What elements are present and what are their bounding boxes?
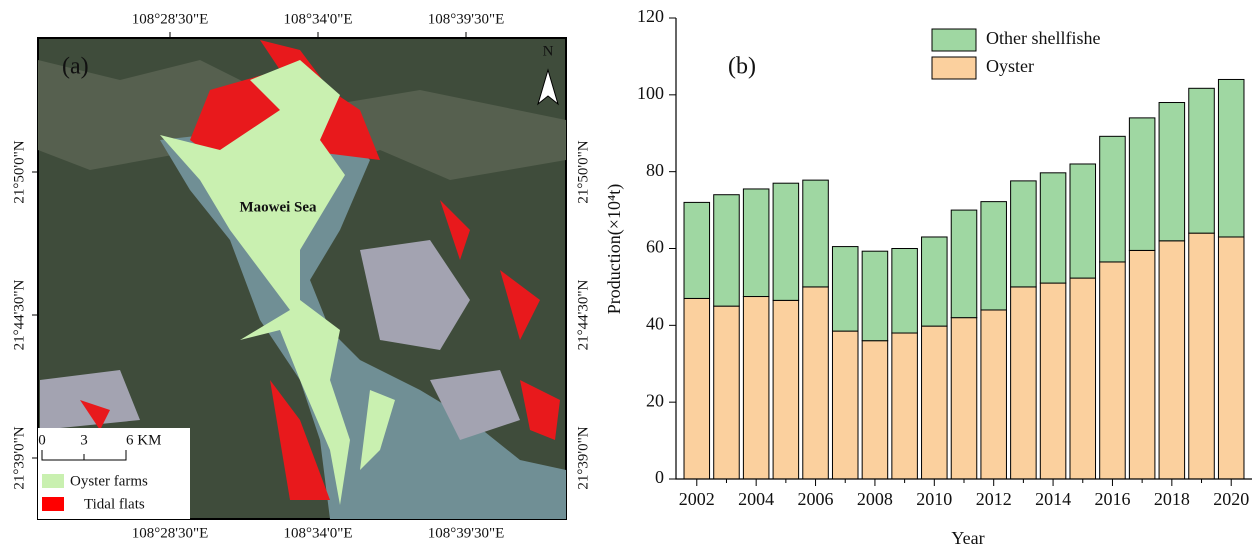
lat-label: 21°39'0"N <box>575 426 591 489</box>
panel-label: (b) <box>728 54 756 80</box>
lat-label: 21°50'0"N <box>11 140 27 203</box>
scale-label: 0 <box>38 432 46 448</box>
bar-segment <box>1040 173 1066 283</box>
bar-segment <box>1100 262 1126 479</box>
bar-segment <box>684 202 710 298</box>
x-tick-label: 2002 <box>679 489 715 509</box>
bar-segment <box>1100 136 1126 262</box>
bar-segment <box>922 237 948 326</box>
bar-segment <box>892 333 918 479</box>
place-label: Maowei Sea <box>239 199 317 215</box>
lon-label: 108°39'30"E <box>428 525 505 541</box>
bar-segment <box>803 287 829 479</box>
bar-segment <box>1040 283 1066 479</box>
legend-swatch <box>932 29 976 51</box>
x-tick-label: 2008 <box>857 489 893 509</box>
bar-segment <box>951 318 977 479</box>
legend-label: Oyster <box>986 56 1034 76</box>
bar-segment <box>773 300 799 479</box>
scale-label: 3 <box>80 432 88 448</box>
bar-segment <box>862 341 888 479</box>
bar-segment <box>832 247 858 332</box>
y-tick-label: 80 <box>646 160 664 180</box>
x-tick-label: 2020 <box>1213 489 1249 509</box>
bar-segment <box>1218 79 1244 237</box>
x-tick-label: 2016 <box>1094 489 1130 509</box>
bar-segment <box>892 249 918 334</box>
chart: (b) Year Production(×10⁴t) 0 20 40 60 80 100 1… <box>604 6 1252 548</box>
bar-segment <box>1129 250 1155 479</box>
legend-label: Tidal flats <box>84 496 145 512</box>
bar-segment <box>1218 237 1244 479</box>
x-tick-label: 2018 <box>1154 489 1190 509</box>
lon-label: 108°34'0"E <box>284 11 353 27</box>
legend-swatch <box>42 474 64 488</box>
bar-segment <box>922 326 948 479</box>
lat-label: 21°44'30"N <box>575 280 591 351</box>
y-tick-label: 120 <box>637 6 664 26</box>
figure: (a) Maowei Sea N 0 3 6 KM Oyster farms T… <box>0 0 1259 549</box>
x-tick-label: 2014 <box>1035 489 1071 509</box>
x-tick-label: 2012 <box>976 489 1012 509</box>
bar-segment <box>832 331 858 479</box>
scale-label: 6 KM <box>126 432 161 448</box>
bar-segment <box>1159 103 1185 241</box>
y-tick-label: 0 <box>655 467 664 487</box>
y-tick-label: 40 <box>646 313 664 333</box>
lat-label: 21°39'0"N <box>11 426 27 489</box>
bar-segment <box>684 298 710 479</box>
y-axis-label: Production(×10⁴t) <box>604 184 625 314</box>
bar-segment <box>714 195 740 306</box>
y-tick-label: 20 <box>646 390 664 410</box>
x-tick-label: 2006 <box>798 489 834 509</box>
legend-swatch <box>42 497 64 511</box>
x-axis-label: Year <box>951 528 984 548</box>
bar-segment <box>1159 241 1185 479</box>
bar-segment <box>1189 233 1215 479</box>
y-tick-label: 100 <box>637 83 664 103</box>
bar-segment <box>1070 164 1096 278</box>
x-tick-label: 2010 <box>916 489 952 509</box>
bar-segment <box>1070 278 1096 479</box>
legend-swatch <box>932 57 976 79</box>
north-label: N <box>543 43 554 59</box>
bar-segment <box>1189 88 1215 233</box>
bar-segment <box>803 180 829 287</box>
bar-segment <box>743 297 769 479</box>
lon-label: 108°28'30"E <box>132 11 209 27</box>
lat-label: 21°50'0"N <box>575 140 591 203</box>
map-panel: (a) Maowei Sea N 0 3 6 KM Oyster farms T… <box>38 38 566 519</box>
bar-segment <box>714 306 740 479</box>
legend-label: Oyster farms <box>70 473 148 489</box>
lon-label: 108°34'0"E <box>284 525 353 541</box>
bar-segment <box>1011 181 1037 287</box>
lat-label: 21°44'30"N <box>11 280 27 351</box>
lon-label: 108°39'30"E <box>428 11 505 27</box>
bar-segment <box>1011 287 1037 479</box>
y-tick-label: 60 <box>646 237 664 257</box>
bar-segment <box>743 189 769 297</box>
bar-segment <box>773 183 799 300</box>
lon-label: 108°28'30"E <box>132 525 209 541</box>
legend-label: Other shellfishe <box>986 28 1100 48</box>
x-tick-label: 2004 <box>738 489 774 509</box>
bar-segment <box>862 251 888 341</box>
bar-segment <box>1129 118 1155 251</box>
panel-label: (a) <box>62 54 89 80</box>
bar-segment <box>981 310 1007 479</box>
bar-segment <box>951 210 977 318</box>
bar-segment <box>981 202 1007 310</box>
